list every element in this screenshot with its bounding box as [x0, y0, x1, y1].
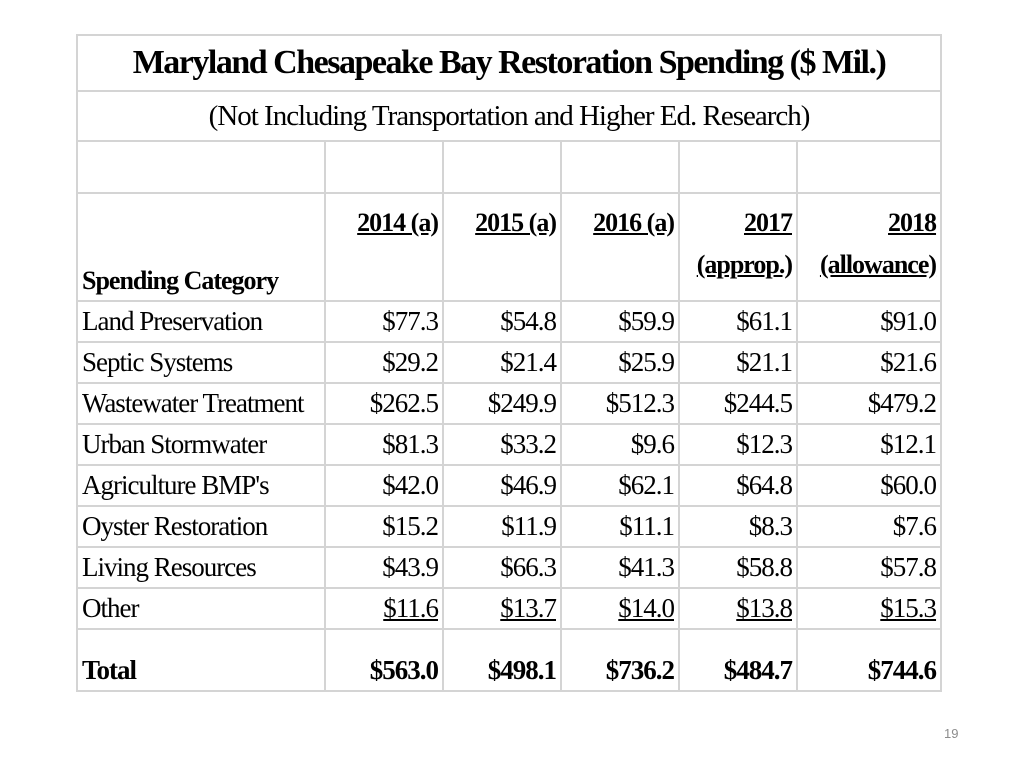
- cell-value: $11.6: [324, 587, 444, 630]
- blank-row: [76, 140, 943, 194]
- column-header-2018: 2018 (allowance): [795, 192, 943, 302]
- cell-value: $91.0: [795, 300, 943, 343]
- table-row: Urban Stormwater $81.3 $33.2 $9.6 $12.3 …: [76, 423, 943, 466]
- cell-value: $21.6: [795, 341, 943, 384]
- cell-value: $61.1: [678, 300, 798, 343]
- cell-value: $46.9: [442, 464, 562, 507]
- table-row: Other $11.6 $13.7 $14.0 $13.8 $15.3: [76, 587, 943, 630]
- cell-value: $58.8: [678, 546, 798, 589]
- cell-value-text: $13.8: [736, 593, 793, 623]
- cell-value: $57.8: [795, 546, 943, 589]
- cell-value: $244.5: [678, 382, 798, 425]
- cell-value: $9.6: [560, 423, 680, 466]
- row-category: Other: [76, 587, 326, 630]
- column-header-2016: 2016 (a): [560, 192, 680, 302]
- cell-value: $7.6: [795, 505, 943, 548]
- spending-table: Maryland Chesapeake Bay Restoration Spen…: [75, 34, 943, 692]
- cell-value: $64.8: [678, 464, 798, 507]
- table-subtitle: (Not Including Transportation and Higher…: [75, 90, 943, 142]
- cell-value: $479.2: [795, 382, 943, 425]
- blank-cell: [795, 140, 943, 194]
- cell-value: $15.3: [795, 587, 943, 630]
- cell-value: $21.4: [442, 341, 562, 384]
- blank-cell: [76, 140, 326, 194]
- column-header-2017: 2017 (approp.): [678, 192, 798, 302]
- cell-value: $81.3: [324, 423, 444, 466]
- column-header-line1: 2015 (a): [475, 208, 557, 237]
- cell-value: $66.3: [442, 546, 562, 589]
- row-category: Oyster Restoration: [76, 505, 326, 548]
- blank-cell: [560, 140, 680, 194]
- header-row: Spending Category 2014 (a) 2015 (a) 2016…: [76, 192, 943, 302]
- category-header: Spending Category: [76, 192, 326, 302]
- cell-value: $11.9: [442, 505, 562, 548]
- cell-value: $42.0: [324, 464, 444, 507]
- cell-value: $77.3: [324, 300, 444, 343]
- blank-cell: [442, 140, 562, 194]
- total-value: $484.7: [678, 628, 798, 692]
- cell-value: $59.9: [560, 300, 680, 343]
- row-category: Land Preservation: [76, 300, 326, 343]
- row-category: Wastewater Treatment: [76, 382, 326, 425]
- cell-value: $249.9: [442, 382, 562, 425]
- cell-value: $512.3: [560, 382, 680, 425]
- total-value: $736.2: [560, 628, 680, 692]
- cell-value: $62.1: [560, 464, 680, 507]
- spending-table-container: Maryland Chesapeake Bay Restoration Spen…: [75, 34, 943, 692]
- cell-value-text: $15.3: [880, 593, 937, 623]
- table-row: Living Resources $43.9 $66.3 $41.3 $58.8…: [76, 546, 943, 589]
- column-header-2015: 2015 (a): [442, 192, 562, 302]
- total-value: $498.1: [442, 628, 562, 692]
- total-row: Total $563.0 $498.1 $736.2 $484.7 $744.6: [76, 628, 943, 692]
- total-value: $744.6: [795, 628, 943, 692]
- table-row: Agriculture BMP's $42.0 $46.9 $62.1 $64.…: [76, 464, 943, 507]
- cell-value: $11.1: [560, 505, 680, 548]
- row-category: Agriculture BMP's: [76, 464, 326, 507]
- table-row: Land Preservation $77.3 $54.8 $59.9 $61.…: [76, 300, 943, 343]
- total-label: Total: [76, 628, 326, 692]
- cell-value: $21.1: [678, 341, 798, 384]
- cell-value: $33.2: [442, 423, 562, 466]
- cell-value: $262.5: [324, 382, 444, 425]
- cell-value: $14.0: [560, 587, 680, 630]
- table-row: Oyster Restoration $15.2 $11.9 $11.1 $8.…: [76, 505, 943, 548]
- cell-value: $12.1: [795, 423, 943, 466]
- column-header-line1: 2016 (a): [593, 208, 675, 237]
- cell-value: $25.9: [560, 341, 680, 384]
- page-number: 19: [944, 726, 959, 741]
- column-header-2014: 2014 (a): [324, 192, 444, 302]
- cell-value-text: $14.0: [618, 593, 675, 623]
- row-category: Living Resources: [76, 546, 326, 589]
- column-header-line1: 2014 (a): [357, 208, 439, 237]
- cell-value-text: $13.7: [500, 593, 557, 623]
- cell-value: $54.8: [442, 300, 562, 343]
- column-header-line1: 2017: [744, 208, 793, 237]
- cell-value-text: $11.6: [383, 593, 439, 623]
- cell-value: $43.9: [324, 546, 444, 589]
- cell-value: $41.3: [560, 546, 680, 589]
- cell-value: $13.7: [442, 587, 562, 630]
- cell-value: $12.3: [678, 423, 798, 466]
- column-header-line2: (approp.): [696, 250, 793, 279]
- blank-cell: [324, 140, 444, 194]
- table-row: Wastewater Treatment $262.5 $249.9 $512.…: [76, 382, 943, 425]
- blank-cell: [678, 140, 798, 194]
- column-header-line1: 2018: [888, 208, 937, 237]
- column-header-line2: (allowance): [819, 250, 937, 279]
- cell-value: $8.3: [678, 505, 798, 548]
- table-row: Septic Systems $29.2 $21.4 $25.9 $21.1 $…: [76, 341, 943, 384]
- table-title: Maryland Chesapeake Bay Restoration Spen…: [75, 34, 943, 92]
- cell-value: $13.8: [678, 587, 798, 630]
- cell-value: $15.2: [324, 505, 444, 548]
- cell-value: $60.0: [795, 464, 943, 507]
- cell-value: $29.2: [324, 341, 444, 384]
- row-category: Septic Systems: [76, 341, 326, 384]
- row-category: Urban Stormwater: [76, 423, 326, 466]
- total-value: $563.0: [324, 628, 444, 692]
